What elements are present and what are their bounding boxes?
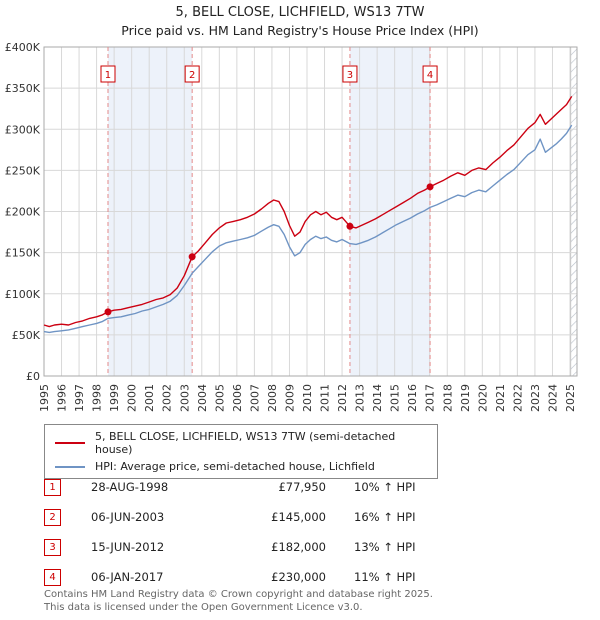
license-footer: Contains HM Land Registry data © Crown c… (44, 589, 584, 614)
transaction-price: £77,950 (278, 480, 326, 494)
svg-text:£50K: £50K (12, 329, 41, 342)
transaction-number-badge: 1 (44, 478, 61, 496)
transaction-hpi-change: 13% ↑ HPI (354, 540, 416, 554)
svg-text:1996: 1996 (56, 384, 69, 412)
legend-entry-hpi: HPI: Average price, semi-detached house,… (45, 458, 437, 475)
footer-line-1: Contains HM Land Registry data © Crown c… (44, 589, 433, 600)
svg-text:1997: 1997 (73, 384, 86, 412)
svg-text:£250K: £250K (5, 164, 41, 177)
svg-text:2006: 2006 (231, 384, 244, 412)
svg-text:£300K: £300K (5, 123, 41, 136)
svg-text:2001: 2001 (143, 384, 156, 412)
svg-text:2017: 2017 (424, 384, 437, 412)
transaction-number-badge: 3 (44, 538, 61, 556)
svg-text:2024: 2024 (546, 384, 559, 412)
svg-text:2016: 2016 (406, 384, 419, 412)
page-subtitle: Price paid vs. HM Land Registry's House … (121, 23, 479, 38)
legend-line-sample-red (55, 442, 85, 444)
svg-text:£200K: £200K (5, 206, 41, 219)
svg-text:2025: 2025 (564, 384, 577, 412)
price-chart: £0 £50K £100K £150K £200K £250K £300K £350K £400… (0, 40, 600, 420)
svg-text:1995: 1995 (38, 384, 51, 412)
svg-text:2021: 2021 (494, 384, 507, 412)
svg-text:4: 4 (427, 70, 433, 81)
svg-text:2000: 2000 (126, 384, 139, 412)
transaction-hpi-change: 11% ↑ HPI (354, 570, 416, 584)
page-title: 5, BELL CLOSE, LICHFIELD, WS13 7TW (175, 5, 425, 20)
svg-text:2003: 2003 (178, 384, 191, 412)
svg-text:1: 1 (105, 70, 111, 81)
svg-text:2022: 2022 (511, 384, 524, 412)
svg-text:1998: 1998 (91, 384, 104, 412)
svg-text:2018: 2018 (441, 384, 454, 412)
legend-label-hpi: HPI: Average price, semi-detached house,… (95, 460, 375, 473)
chart-legend: 5, BELL CLOSE, LICHFIELD, WS13 7TW (semi… (44, 424, 438, 479)
svg-text:£350K: £350K (5, 82, 41, 95)
transaction-row: 1 28-AUG-1998 £77,950 10% ↑ HPI (44, 472, 564, 502)
transaction-hpi-change: 16% ↑ HPI (354, 510, 416, 524)
footer-line-2: This data is licensed under the Open Gov… (44, 601, 363, 613)
transaction-number-badge: 2 (44, 508, 61, 526)
svg-text:2019: 2019 (459, 384, 472, 412)
transaction-date: 15-JUN-2012 (91, 540, 165, 554)
transaction-row: 3 15-JUN-2012 £182,000 13% ↑ HPI (44, 532, 564, 562)
svg-text:£0: £0 (26, 370, 40, 383)
transaction-price: £145,000 (271, 510, 326, 524)
legend-line-sample-blue (55, 465, 85, 468)
svg-text:3: 3 (347, 70, 353, 81)
svg-text:£150K: £150K (5, 247, 41, 260)
transaction-date: 06-JAN-2017 (91, 570, 164, 584)
transactions-table: 1 28-AUG-1998 £77,950 10% ↑ HPI 2 06-JUN… (44, 472, 564, 592)
svg-text:2009: 2009 (283, 384, 296, 412)
legend-entry-property: 5, BELL CLOSE, LICHFIELD, WS13 7TW (semi… (45, 428, 437, 458)
svg-text:2010: 2010 (301, 384, 314, 412)
svg-text:2: 2 (189, 70, 195, 81)
svg-text:2005: 2005 (213, 384, 226, 412)
transaction-price: £230,000 (271, 570, 326, 584)
transaction-date: 28-AUG-1998 (91, 480, 169, 494)
transaction-row: 4 06-JAN-2017 £230,000 11% ↑ HPI (44, 562, 564, 592)
svg-text:£400K: £400K (5, 41, 41, 54)
legend-label-property: 5, BELL CLOSE, LICHFIELD, WS13 7TW (semi… (95, 430, 396, 456)
price-chart-canvas: £0 £50K £100K £150K £200K £250K £300K £350K £400… (5, 41, 578, 412)
transaction-hpi-change: 10% ↑ HPI (354, 480, 416, 494)
svg-text:2008: 2008 (266, 384, 279, 412)
svg-text:£100K: £100K (5, 288, 41, 301)
svg-text:2011: 2011 (319, 384, 332, 412)
transaction-date: 06-JUN-2003 (91, 510, 165, 524)
transaction-row: 2 06-JUN-2003 £145,000 16% ↑ HPI (44, 502, 564, 532)
svg-text:2004: 2004 (196, 384, 209, 412)
transaction-number-badge: 4 (44, 568, 61, 586)
transaction-price: £182,000 (271, 540, 326, 554)
svg-text:2014: 2014 (371, 384, 384, 412)
svg-text:2013: 2013 (354, 384, 367, 412)
svg-text:2015: 2015 (389, 384, 402, 412)
svg-text:2007: 2007 (248, 384, 261, 412)
svg-text:2020: 2020 (476, 384, 489, 412)
svg-text:2023: 2023 (529, 384, 542, 412)
svg-text:2002: 2002 (161, 384, 174, 412)
svg-text:1999: 1999 (108, 384, 121, 412)
svg-text:2012: 2012 (336, 384, 349, 412)
